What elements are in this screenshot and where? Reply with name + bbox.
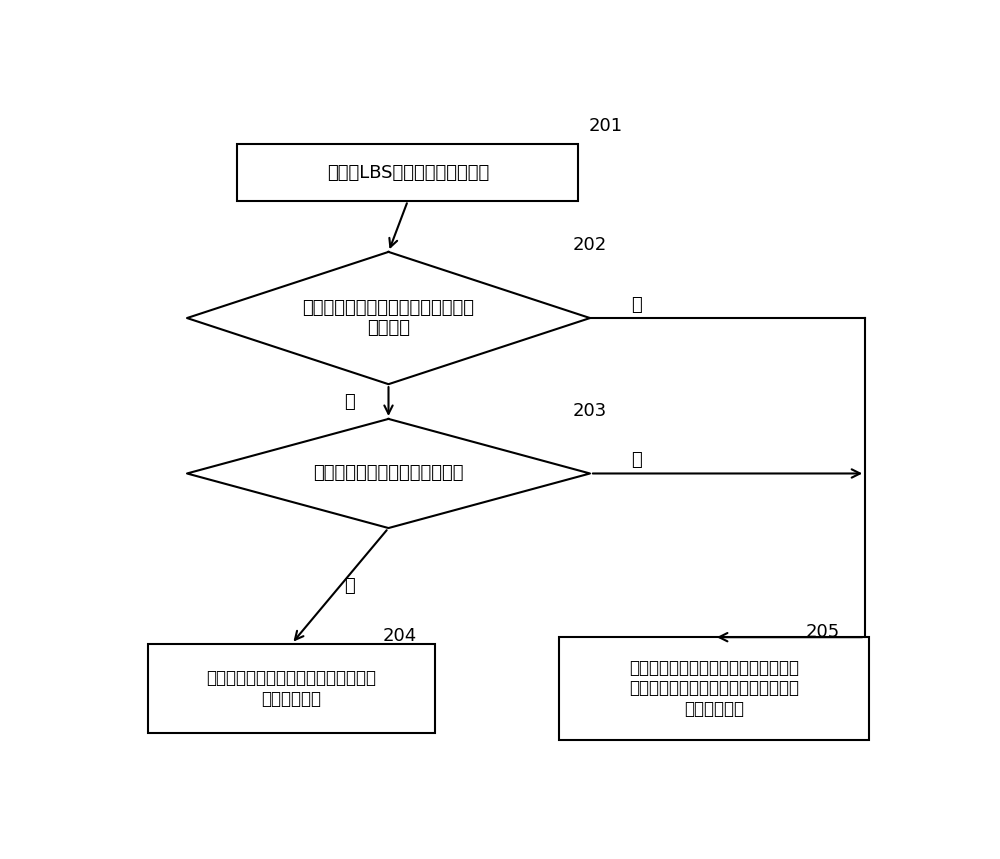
Text: 判断是否保存有移动终端的历史定位
结果信息: 判断是否保存有移动终端的历史定位 结果信息 (302, 299, 475, 338)
Text: 205: 205 (805, 624, 840, 641)
Text: 是: 是 (344, 577, 355, 595)
Text: 204: 204 (383, 626, 417, 644)
Bar (237, 144, 578, 201)
Bar (559, 637, 869, 740)
Text: 判断历史定位结果信息是否有效: 判断历史定位结果信息是否有效 (313, 465, 464, 483)
Text: 否: 否 (631, 451, 642, 469)
Text: 否: 否 (631, 295, 642, 314)
Text: 203: 203 (573, 402, 607, 420)
Text: 202: 202 (573, 236, 607, 254)
Text: 是: 是 (344, 393, 355, 411)
Text: 向定位服务器发起定位请求，并将定位
服务器反馈的位置信息作为移动终端的
当前位置信息: 向定位服务器发起定位请求，并将定位 服务器反馈的位置信息作为移动终端的 当前位置… (629, 659, 799, 718)
Text: 接收到LBS应用发起的定位请求: 接收到LBS应用发起的定位请求 (327, 163, 489, 181)
Bar (148, 643, 435, 733)
Text: 根据历史定位结果信息确定移动终端的
当前位置信息: 根据历史定位结果信息确定移动终端的 当前位置信息 (207, 669, 377, 708)
Text: 201: 201 (588, 117, 623, 135)
